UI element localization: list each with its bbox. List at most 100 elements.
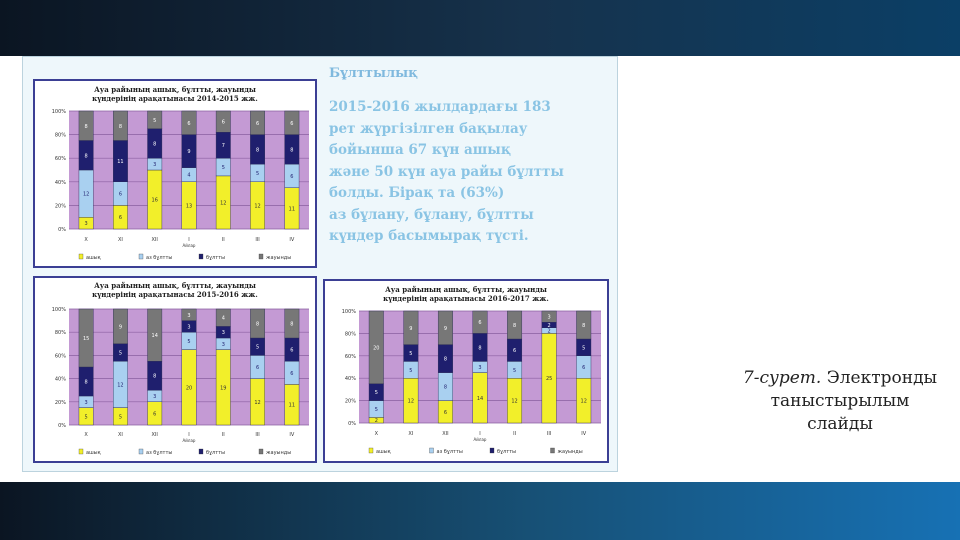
y-tick-label: 40% bbox=[55, 377, 66, 383]
data-label: 12 bbox=[511, 399, 517, 405]
x-tick-label: III bbox=[255, 432, 259, 438]
data-label: 3 bbox=[187, 324, 190, 330]
chart-title-line: Ауа райының ашық, бұлтты, жауынды bbox=[94, 281, 256, 290]
x-tick-label: XII bbox=[152, 237, 158, 243]
legend-swatch bbox=[198, 253, 204, 260]
data-label: 3 bbox=[85, 221, 88, 227]
x-tick-label: I bbox=[479, 431, 480, 437]
x-tick-label: X bbox=[84, 432, 88, 438]
data-label: 5 bbox=[119, 414, 122, 420]
info-line: 2015-2016 жылдардағы 183 bbox=[329, 99, 551, 115]
data-label: 5 bbox=[375, 407, 378, 413]
top-banner bbox=[0, 0, 960, 56]
data-label: 3 bbox=[222, 330, 225, 336]
x-tick-label: II bbox=[222, 432, 225, 438]
chart-2015-2016: Ауа райының ашық, бұлтты, жауынды күндер… bbox=[33, 276, 317, 463]
data-label: 5 bbox=[256, 345, 259, 351]
data-label: 9 bbox=[119, 324, 122, 330]
x-tick-label: II bbox=[222, 237, 225, 243]
y-tick-label: 0% bbox=[348, 421, 356, 427]
x-tick-label: XI bbox=[118, 432, 123, 438]
data-label: 9 bbox=[409, 326, 412, 332]
data-label: 3 bbox=[548, 315, 551, 321]
y-tick-label: 0% bbox=[58, 227, 66, 233]
bar-segment bbox=[472, 310, 488, 334]
data-label: 8 bbox=[478, 345, 481, 351]
data-label: 6 bbox=[290, 121, 293, 127]
bar-segment bbox=[215, 308, 231, 327]
x-tick-label: III bbox=[255, 237, 259, 243]
legend-swatch bbox=[78, 448, 84, 455]
data-label: 6 bbox=[119, 192, 122, 198]
legend-label: аз бұлтты bbox=[146, 255, 172, 261]
bar-segment bbox=[147, 110, 163, 129]
y-tick-label: 80% bbox=[345, 331, 356, 337]
x-axis-marker: Айлар bbox=[183, 243, 196, 248]
data-label: 6 bbox=[582, 365, 585, 371]
data-label: 12 bbox=[254, 203, 260, 209]
data-label: 12 bbox=[83, 192, 89, 198]
bar-segment bbox=[284, 308, 300, 339]
data-label: 9 bbox=[187, 149, 190, 155]
bar-segment bbox=[250, 308, 265, 339]
bar-segment bbox=[78, 308, 94, 368]
chart-2016-2017: Ауа райының ашық, бұлтты, жауынды күндер… bbox=[323, 279, 609, 463]
x-tick-label: XII bbox=[442, 431, 448, 437]
bar-segment bbox=[113, 308, 128, 344]
data-label: 6 bbox=[153, 411, 156, 417]
x-tick-label: III bbox=[547, 431, 551, 437]
stacked-bar-chart: 0% 20% 40% 60% 80% 100% 5 3 8 15 X 5 12 5 9 XI 6 3 8 14 XII 2… bbox=[52, 307, 309, 456]
data-label: 11 bbox=[117, 159, 123, 165]
y-tick-label: 60% bbox=[345, 354, 356, 360]
chart-title-line: күндерінің арақатынасы 2016-2017 жж. bbox=[383, 294, 549, 303]
data-label: 8 bbox=[153, 141, 156, 147]
stacked-bar-chart: 0%20%40%60%80%100%25520X12559XI6889XII14… bbox=[342, 309, 601, 455]
legend-swatch bbox=[138, 253, 144, 260]
chart-title: Ауа райының ашық, бұлтты, жауынды күндер… bbox=[325, 285, 607, 303]
bar-segment bbox=[147, 308, 163, 362]
data-label: 6 bbox=[256, 121, 259, 127]
legend-swatch bbox=[429, 447, 434, 454]
data-label: 5 bbox=[409, 351, 412, 357]
data-label: 5 bbox=[409, 368, 412, 374]
data-label: 3 bbox=[478, 365, 481, 371]
data-label: 6 bbox=[290, 348, 293, 354]
x-axis-marker: Айлар bbox=[474, 437, 487, 442]
data-label: 14 bbox=[477, 396, 483, 402]
data-label: 5 bbox=[513, 368, 516, 374]
data-label: 3 bbox=[85, 400, 88, 406]
info-line: рет жүргізілген бақылау bbox=[329, 120, 528, 137]
bar-segment bbox=[78, 110, 94, 141]
legend-label: ашық bbox=[86, 255, 101, 261]
bar-segment bbox=[541, 310, 557, 323]
data-label: 8 bbox=[513, 323, 516, 329]
info-line: күндер басымырақ түсті. bbox=[329, 228, 529, 244]
bar-segment bbox=[507, 310, 523, 340]
data-label: 11 bbox=[289, 403, 295, 409]
data-label: 5 bbox=[222, 165, 225, 171]
bottom-banner bbox=[0, 482, 960, 540]
info-line: аз бұлану, бұлану, бұлтты bbox=[329, 206, 534, 223]
data-label: 25 bbox=[546, 376, 552, 382]
data-label: 19 bbox=[220, 385, 226, 391]
data-label: 8 bbox=[256, 147, 259, 153]
legend-label: аз бұлтты bbox=[437, 449, 463, 455]
data-label: 6 bbox=[119, 215, 122, 221]
chart-2014-2015: Ауа райының ашық, бұлтты, жауынды күндер… bbox=[33, 79, 317, 268]
data-label: 8 bbox=[290, 147, 293, 153]
y-tick-label: 60% bbox=[55, 156, 66, 162]
y-tick-label: 40% bbox=[345, 376, 356, 382]
data-label: 12 bbox=[254, 400, 260, 406]
data-label: 5 bbox=[187, 339, 190, 345]
bar-segment bbox=[250, 110, 265, 135]
bar-segment bbox=[181, 308, 197, 321]
caption-line-1: 7-сурет. Электронды bbox=[720, 367, 960, 390]
data-label: 5 bbox=[582, 345, 585, 351]
data-label: 7 bbox=[222, 143, 225, 149]
data-label: 6 bbox=[444, 410, 447, 416]
data-label: 8 bbox=[85, 380, 88, 386]
data-label: 8 bbox=[582, 323, 585, 329]
chart-title-line: күндерінің арақатынасы 2014-2015 жж. bbox=[92, 94, 258, 103]
legend-swatch bbox=[489, 447, 495, 454]
y-tick-label: 80% bbox=[55, 133, 66, 139]
